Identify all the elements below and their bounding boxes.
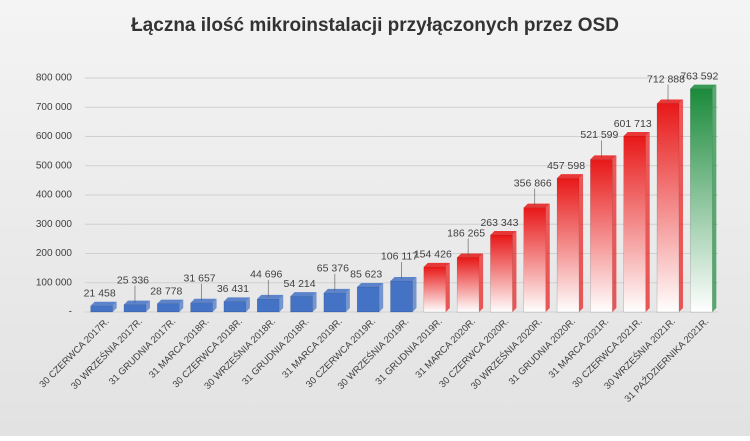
value-label: 25 336 bbox=[117, 274, 149, 286]
y-tick-label: 800 000 bbox=[36, 73, 73, 84]
value-label: 28 778 bbox=[150, 285, 182, 297]
bar-top bbox=[357, 282, 384, 287]
bar bbox=[490, 234, 513, 313]
value-label: 65 376 bbox=[317, 263, 349, 275]
value-label: 106 117 bbox=[381, 251, 418, 263]
bar bbox=[223, 301, 247, 313]
bar-top bbox=[523, 203, 550, 208]
bar bbox=[157, 303, 180, 313]
bar-top bbox=[590, 155, 617, 160]
bar-side bbox=[712, 84, 717, 312]
bar-side bbox=[645, 131, 650, 312]
bar bbox=[690, 88, 713, 313]
bar bbox=[456, 257, 480, 313]
value-label: 31 657 bbox=[184, 273, 216, 285]
value-label: 85 623 bbox=[350, 269, 382, 281]
bar-side bbox=[345, 288, 350, 312]
bar-top bbox=[490, 230, 517, 235]
y-tick-label: - bbox=[69, 307, 72, 318]
bar-side bbox=[479, 253, 484, 312]
bar-top bbox=[623, 131, 650, 136]
bar-side bbox=[679, 99, 684, 313]
bar-top bbox=[157, 299, 184, 304]
bar bbox=[523, 207, 547, 313]
y-tick-label: 100 000 bbox=[36, 277, 73, 288]
bar bbox=[423, 266, 447, 313]
bar-side bbox=[579, 174, 584, 312]
bar-side bbox=[445, 262, 450, 312]
bar-top bbox=[690, 84, 717, 89]
bar-side bbox=[312, 292, 317, 312]
bar-top bbox=[457, 253, 484, 258]
bar-side bbox=[212, 298, 217, 312]
y-tick-label: 400 000 bbox=[36, 190, 73, 201]
value-label: 186 265 bbox=[447, 227, 485, 239]
bar bbox=[290, 295, 313, 313]
bar bbox=[256, 298, 280, 313]
bar-side bbox=[379, 282, 384, 312]
value-label: 457 598 bbox=[547, 160, 585, 172]
bar-side bbox=[545, 203, 550, 312]
y-tick-label: 200 000 bbox=[36, 248, 73, 259]
bar bbox=[123, 304, 147, 313]
bar-side bbox=[612, 155, 617, 312]
bar-top bbox=[257, 294, 284, 299]
value-label: 712 888 bbox=[647, 73, 685, 85]
value-label: 356 866 bbox=[514, 177, 552, 189]
bar-side bbox=[245, 297, 250, 312]
bar bbox=[556, 177, 580, 313]
bar-top bbox=[223, 297, 250, 302]
bar-side bbox=[512, 230, 517, 312]
value-label: 763 592 bbox=[680, 70, 718, 82]
bar-top bbox=[657, 99, 684, 104]
bar bbox=[623, 135, 646, 313]
y-tick-label: 700 000 bbox=[36, 102, 73, 113]
bar bbox=[390, 280, 413, 313]
bar-top bbox=[123, 300, 150, 305]
value-label: 263 343 bbox=[480, 217, 518, 229]
bar bbox=[190, 302, 213, 313]
y-tick-label: 500 000 bbox=[36, 160, 73, 171]
bar-side bbox=[112, 301, 117, 312]
bar-top bbox=[290, 292, 317, 297]
value-label: 601 713 bbox=[614, 118, 652, 130]
value-label: 54 214 bbox=[283, 278, 315, 290]
value-label: 521 599 bbox=[580, 129, 618, 141]
bar-top bbox=[557, 174, 584, 179]
bar bbox=[90, 305, 113, 313]
bar-top bbox=[190, 298, 217, 303]
bar-top bbox=[423, 262, 450, 267]
bar-top bbox=[390, 276, 417, 281]
bar-top bbox=[90, 301, 117, 306]
chart-title: Łączna ilość mikroinstalacji przyłączony… bbox=[131, 15, 619, 36]
bar-side bbox=[179, 299, 184, 312]
y-tick-label: 300 000 bbox=[36, 219, 73, 230]
bar bbox=[356, 286, 380, 313]
bar-side bbox=[145, 300, 150, 312]
bar bbox=[656, 103, 680, 313]
value-label: 154 426 bbox=[414, 249, 452, 261]
y-tick-label: 600 000 bbox=[36, 131, 73, 142]
bar bbox=[323, 292, 347, 313]
value-label: 36 431 bbox=[217, 283, 249, 295]
value-label: 21 458 bbox=[84, 288, 116, 300]
bar-side bbox=[279, 294, 284, 312]
bar-side bbox=[412, 276, 417, 312]
bar bbox=[590, 159, 613, 313]
bar-top bbox=[323, 288, 350, 293]
value-label: 44 696 bbox=[250, 269, 282, 281]
